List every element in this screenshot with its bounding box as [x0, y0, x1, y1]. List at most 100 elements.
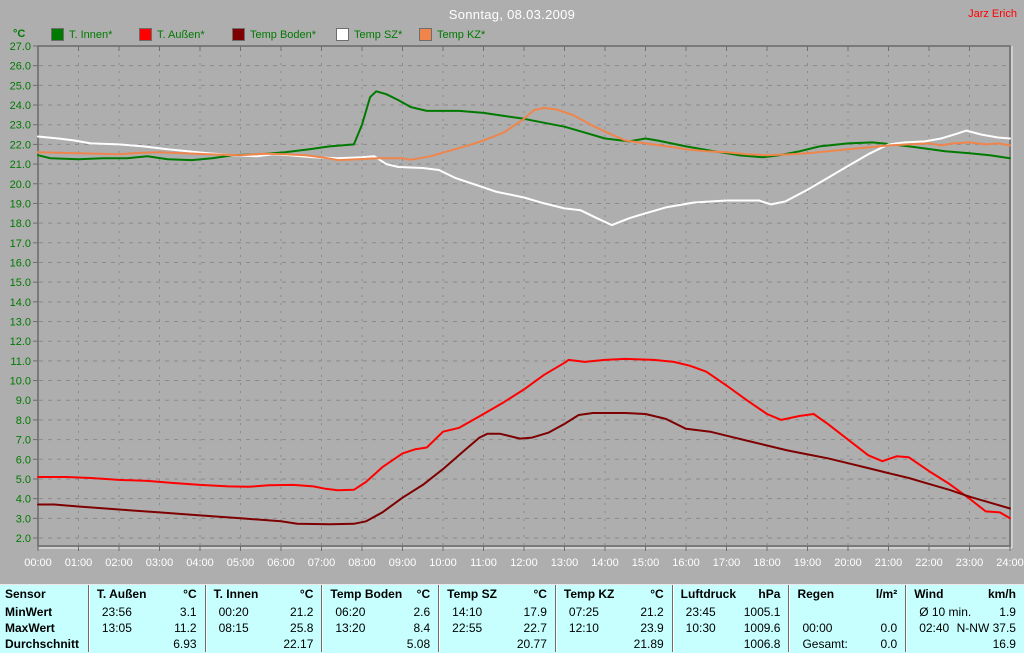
y-axis-tick-label: 8.0	[16, 415, 31, 427]
column-name: Temp KZ	[563, 587, 615, 601]
table-header-row: Sensor T. Außen °C T. Innen °C Temp Boden °C Te…	[0, 585, 1024, 604]
cell-value: 11.2	[174, 621, 197, 635]
y-axis-tick-label: 3.0	[16, 513, 31, 525]
y-axis-tick-label: 10.0	[10, 376, 31, 388]
cell-time: 12:10	[568, 621, 599, 635]
column-name: Regen	[797, 587, 835, 601]
legend-label: T. Außen*	[157, 28, 205, 41]
legend-label: Temp KZ*	[437, 28, 486, 41]
cell-value: 21.89	[633, 637, 664, 651]
table-cell: 16.9	[905, 636, 1024, 652]
x-axis-tick-label: 00:00	[24, 557, 52, 569]
y-axis-unit-label: °C	[13, 28, 26, 40]
cell-time: 08:15	[218, 621, 249, 635]
x-axis-tick-label: 16:00	[672, 557, 700, 569]
legend-label: Temp SZ*	[354, 28, 403, 41]
cell-time: 02:40	[919, 621, 950, 635]
table-cell: Luftdruck hPa	[671, 585, 789, 604]
legend-label: T. Innen*	[69, 28, 113, 41]
column-name: Wind	[914, 587, 944, 601]
table-cell: 21.89	[554, 636, 672, 652]
series-line-temp-boden	[37, 412, 1011, 526]
y-axis-tick-label: 4.0	[16, 494, 31, 506]
cell-value: 2.6	[413, 605, 431, 619]
titlebar: Sonntag, 08.03.2009	[0, 6, 1024, 24]
table-cell: 10:30 1009.6	[671, 620, 789, 636]
legend-item: Temp Boden*	[232, 28, 316, 41]
table-cell: 13:05 11.2	[87, 620, 205, 636]
x-axis-tick-label: 24:00	[996, 557, 1024, 569]
cell-value: 1006.8	[743, 637, 781, 651]
table-cell: 00:00 0.0	[788, 620, 905, 636]
x-axis-tick-label: 04:00	[186, 557, 214, 569]
cell-time	[906, 636, 992, 652]
table-row-max: MaxWert 13:05 11.2 08:15 25.8 13:20 8.4 22:55 22…	[0, 620, 1024, 636]
y-axis-tick-label: 20.0	[10, 179, 31, 191]
y-axis-tick-label: 12.0	[10, 336, 31, 348]
x-axis-tick-label: 07:00	[308, 557, 336, 569]
y-axis-tick-label: 5.0	[16, 474, 31, 486]
y-axis-tick-label: 27.0	[10, 41, 31, 53]
y-axis-tick-label: 21.0	[10, 159, 31, 171]
cell-value: 8.4	[413, 621, 431, 635]
table-cell: T. Außen °C	[87, 585, 205, 604]
x-axis-tick-label: 23:00	[956, 557, 984, 569]
table-cell: 07:25 21.2	[554, 604, 672, 620]
cell-time	[673, 636, 744, 652]
column-unit: hPa	[758, 587, 781, 601]
plot-frame	[37, 45, 1011, 547]
column-name: Temp SZ	[447, 587, 497, 601]
legend: T. Innen* T. Außen* Temp Boden* Temp SZ* Tem…	[0, 28, 1024, 44]
series-line-t-au-en	[37, 357, 1011, 520]
column-unit: °C	[533, 587, 547, 601]
column-unit: °C	[650, 587, 664, 601]
cell-value: 16.9	[992, 637, 1016, 651]
table-cell: 08:15 25.8	[204, 620, 322, 636]
cell-time: 06:20	[335, 605, 366, 619]
cell-time	[89, 636, 173, 652]
y-axis-tick-label: 13.0	[10, 317, 31, 329]
table-cell: 5.08	[321, 636, 438, 652]
table-cell: 6.93	[87, 636, 205, 652]
column-name: T. Innen	[213, 587, 259, 601]
x-axis-tick-label: 03:00	[146, 557, 174, 569]
x-axis-tick-label: 01:00	[65, 557, 93, 569]
cell-time: 10:30	[685, 621, 716, 635]
cell-value: 21.2	[640, 605, 664, 619]
row-label: Durchschnitt	[5, 637, 80, 651]
table-cell: Temp Boden °C	[321, 585, 438, 604]
y-axis-tick-label: 25.0	[10, 80, 31, 92]
x-axis-tick-label: 06:00	[267, 557, 295, 569]
x-axis-tick-label: 14:00	[591, 557, 619, 569]
table-cell: Temp KZ °C	[554, 585, 672, 604]
legend-swatch-icon	[336, 28, 349, 41]
cell-value: N-NW 37.5	[956, 621, 1016, 635]
legend-item: T. Innen*	[51, 28, 112, 41]
cell-value: 22.7	[523, 621, 547, 635]
cell-time: 00:20	[218, 605, 249, 619]
x-axis-tick-label: 15:00	[632, 557, 660, 569]
temperature-line-chart: 2.0 3.0 4.0 5.0 6.0 7.0 8.0 9.0 10.0 11.0 12.0 13.0…	[10, 41, 1024, 569]
row-label: Sensor	[5, 587, 46, 601]
cell-value: 5.08	[406, 637, 431, 651]
y-axis-tick-label: 22.0	[10, 139, 31, 151]
table-cell: 14:10 17.9	[438, 604, 555, 620]
table-cell: 23:45 1005.1	[671, 604, 789, 620]
y-axis-tick-label: 15.0	[10, 277, 31, 289]
legend-item: Temp KZ*	[419, 28, 485, 41]
cell-value: 20.77	[516, 637, 547, 651]
legend-swatch-icon	[139, 28, 152, 41]
cell-time: 23:56	[101, 605, 132, 619]
table-cell: Gesamt: 0.0	[788, 636, 905, 652]
legend-item: T. Außen*	[139, 28, 205, 41]
table-cell: 13:20 8.4	[321, 620, 438, 636]
cell-value: 21.2	[290, 605, 314, 619]
table-cell: 23:56 3.1	[87, 604, 205, 620]
cell-time	[789, 604, 897, 620]
cell-time: Ø 10 min.	[919, 605, 972, 619]
legend-swatch-icon	[232, 28, 245, 41]
table-cell: 22:55 22.7	[438, 620, 555, 636]
table-row-min: MinWert 23:56 3.1 00:20 21.2 06:20 2.6 14:10 17.…	[0, 604, 1024, 620]
legend-swatch-icon	[51, 28, 64, 41]
